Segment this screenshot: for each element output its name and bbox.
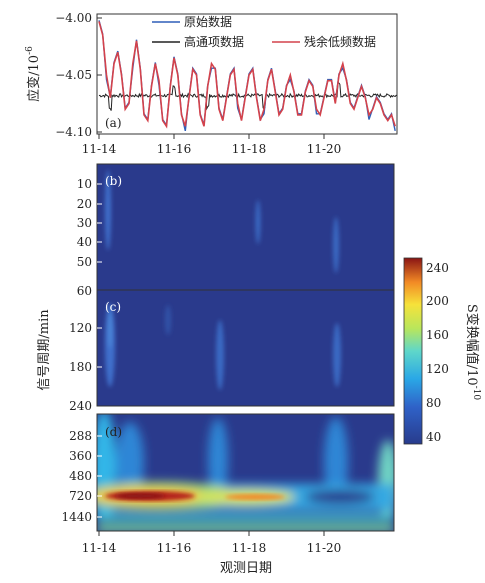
- panel-a-frame: [96, 13, 398, 135]
- panel-d-xtick: 11-18: [232, 541, 267, 555]
- panel-a-label: (a): [105, 116, 122, 130]
- panel-d-yaxis: 288 360 480 720 1440: [61, 429, 102, 524]
- heat-blob: [105, 170, 111, 250]
- panel-a-legend: 原始数据 高通项数据 残余低频数据: [152, 14, 376, 49]
- panel-d-xtick: 11-16: [157, 541, 192, 555]
- colorbar-tick: 200: [426, 294, 449, 308]
- colorbar-tick: 80: [426, 396, 441, 410]
- colorbar-label-exp: -10: [471, 386, 481, 401]
- panel-c-ytick: 240: [69, 399, 92, 413]
- panel-c-frame: [96, 289, 395, 407]
- panel-c: (c) 60 120 180 240: [69, 284, 395, 413]
- heat-blob: [255, 200, 261, 244]
- panel-a-ylabel: 应变/10-6: [25, 46, 42, 102]
- panel-c-heatmap: [97, 290, 394, 406]
- panel-c-ytick: 120: [69, 321, 92, 335]
- heat-blob: [216, 320, 224, 390]
- panel-d-ytick: 720: [69, 489, 92, 503]
- panel-b-ytick: 50: [77, 255, 92, 269]
- panel-d-xaxis: 11-14 11-16 11-18 11-20: [82, 531, 342, 555]
- colorbar-tick: 40: [426, 430, 441, 444]
- legend-label-original: 原始数据: [184, 14, 232, 29]
- x-axis-title: 观测日期: [220, 561, 272, 576]
- panel-a-ytick: −4.05: [55, 68, 92, 82]
- panel-b-ytick: 20: [77, 197, 92, 211]
- panel-c-ytick: 60: [77, 284, 92, 298]
- panel-d-ytick: 1440: [61, 510, 92, 524]
- shared-y-axis-title: 信号周期/min: [37, 309, 52, 391]
- legend-label-highpass: 高通项数据: [184, 34, 244, 49]
- panel-a-xtick: 11-18: [232, 142, 267, 156]
- heat-peak: [225, 494, 285, 500]
- colorbar-label-text: S变换幅值/10: [464, 304, 480, 386]
- panel-d-heatmap: [97, 414, 394, 531]
- colorbar-ticks: 240 200 160 120 80 40: [426, 261, 449, 444]
- heat-blob: [333, 217, 339, 273]
- series-highpass-line: [98, 81, 397, 111]
- heat-band: [97, 520, 394, 526]
- colorbar-label: S变换幅值/10-10: [464, 304, 481, 401]
- panel-d-ytick: 480: [69, 469, 92, 483]
- panel-d-ytick: 360: [69, 449, 92, 463]
- panel-a-xaxis: 11-14 11-16 11-18 11-20: [82, 134, 342, 156]
- heat-blob: [333, 323, 341, 387]
- panel-a-series: [98, 20, 397, 132]
- panel-d-xtick: 11-20: [307, 541, 342, 555]
- panel-a-xtick: 11-20: [307, 142, 342, 156]
- heat-hole: [305, 490, 375, 504]
- heat-blob: [165, 305, 171, 335]
- panel-b-ytick: 40: [77, 235, 92, 249]
- panel-d-label: (d): [105, 425, 122, 439]
- panel-a-ylabel-exp: -6: [25, 46, 35, 55]
- panel-a: (a) −4.00 −4.05 −4.10 应变/10-6 11-14 11-1…: [25, 11, 398, 156]
- panel-a-ylabel-text: 应变/10: [26, 55, 42, 102]
- panel-c-yaxis: 60 120 180 240: [69, 284, 102, 413]
- colorbar-tick: 160: [426, 328, 449, 342]
- colorbar-tick: 240: [426, 261, 449, 275]
- heat-plume: [208, 418, 228, 502]
- colorbar: 240 200 160 120 80 40 S变换幅值/10-10: [403, 257, 481, 445]
- panel-a-ytick: −4.00: [55, 11, 92, 25]
- panel-a-ytick: −4.10: [55, 125, 92, 139]
- heat-peak: [115, 493, 165, 499]
- heat-blob: [107, 312, 113, 348]
- panel-b: (b) 10 20 30 40 50: [77, 163, 395, 291]
- panel-d-xtick: 11-14: [82, 541, 117, 555]
- panel-b-ytick: 30: [77, 216, 92, 230]
- panel-b-heatmap: [97, 164, 394, 290]
- series-lowfreq-line: [98, 21, 396, 129]
- panel-b-yaxis: 10 20 30 40 50: [77, 177, 102, 269]
- panel-c-label: (c): [105, 300, 121, 314]
- svg-text:S变换幅值/10-10: S变换幅值/10-10: [464, 304, 481, 401]
- legend-label-lowfreq: 残余低频数据: [304, 34, 376, 49]
- panel-a-xtick: 11-16: [157, 142, 192, 156]
- panel-d-ytick: 288: [69, 429, 92, 443]
- panel-d: (d) 288 360 480 720 1440 11-14 11-16 11-…: [61, 413, 395, 576]
- panel-a-xtick: 11-14: [82, 142, 117, 156]
- heat-band: [97, 514, 394, 524]
- panel-b-label: (b): [105, 174, 122, 188]
- panel-d-frame: [96, 413, 395, 532]
- svg-text:应变/10-6: 应变/10-6: [25, 46, 42, 102]
- panel-b-ytick: 10: [77, 177, 92, 191]
- panel-a-yaxis: −4.00 −4.05 −4.10: [55, 11, 102, 139]
- colorbar-gradient: [403, 257, 423, 445]
- colorbar-tick: 120: [426, 362, 449, 376]
- heat-plume: [116, 422, 144, 502]
- panel-c-ytick: 180: [69, 360, 92, 374]
- heat-band: [97, 526, 394, 531]
